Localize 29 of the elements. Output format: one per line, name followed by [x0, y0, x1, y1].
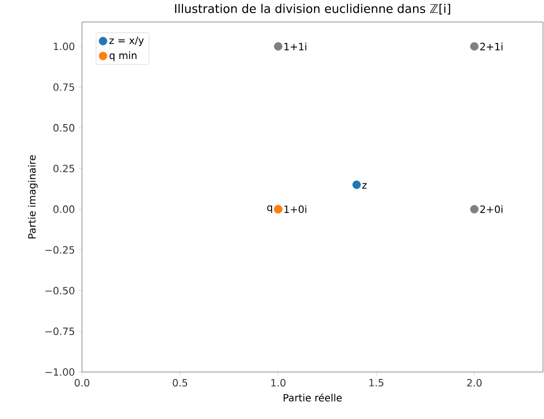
x-axis-title: Partie réelle	[284, 393, 342, 402]
y-tick-label: −0.25	[46, 246, 74, 254]
x-tick-label: 1.0	[271, 379, 286, 387]
point	[352, 180, 361, 189]
legend-label: q min	[110, 51, 136, 62]
y-tick-label: −0.75	[46, 328, 74, 336]
chart-title: Illustration de la division euclidienne dans ℤ[i]	[175, 4, 450, 14]
point	[470, 42, 479, 51]
annotation: 2+1i	[480, 42, 502, 50]
y-tick-label: 0.00	[53, 205, 74, 213]
x-tick-label: 1.5	[369, 379, 384, 386]
point	[470, 205, 479, 214]
y-axis-title: Partie imaginaire	[28, 155, 38, 238]
annotation: 1+1i	[284, 42, 306, 50]
x-tick-label: 2.0	[467, 379, 482, 387]
annotation: 2+0i	[480, 205, 502, 214]
annotation: 1+0i	[284, 205, 306, 214]
point	[274, 42, 282, 51]
annotation: q	[267, 205, 272, 214]
x-tick-label: 0.5	[172, 379, 188, 387]
legend-label: z = x/y	[109, 36, 144, 46]
annotation: z	[362, 183, 367, 189]
y-tick-label: 0.75	[53, 83, 74, 91]
y-tick-label: −0.50	[46, 286, 74, 294]
y-tick-label: 1.00	[54, 42, 74, 50]
x-tick-label: 0.0	[74, 379, 90, 387]
y-tick-label: 0.25	[53, 164, 74, 172]
y-tick-label: 0.50	[53, 124, 74, 132]
y-tick-label: −1.00	[46, 368, 74, 376]
